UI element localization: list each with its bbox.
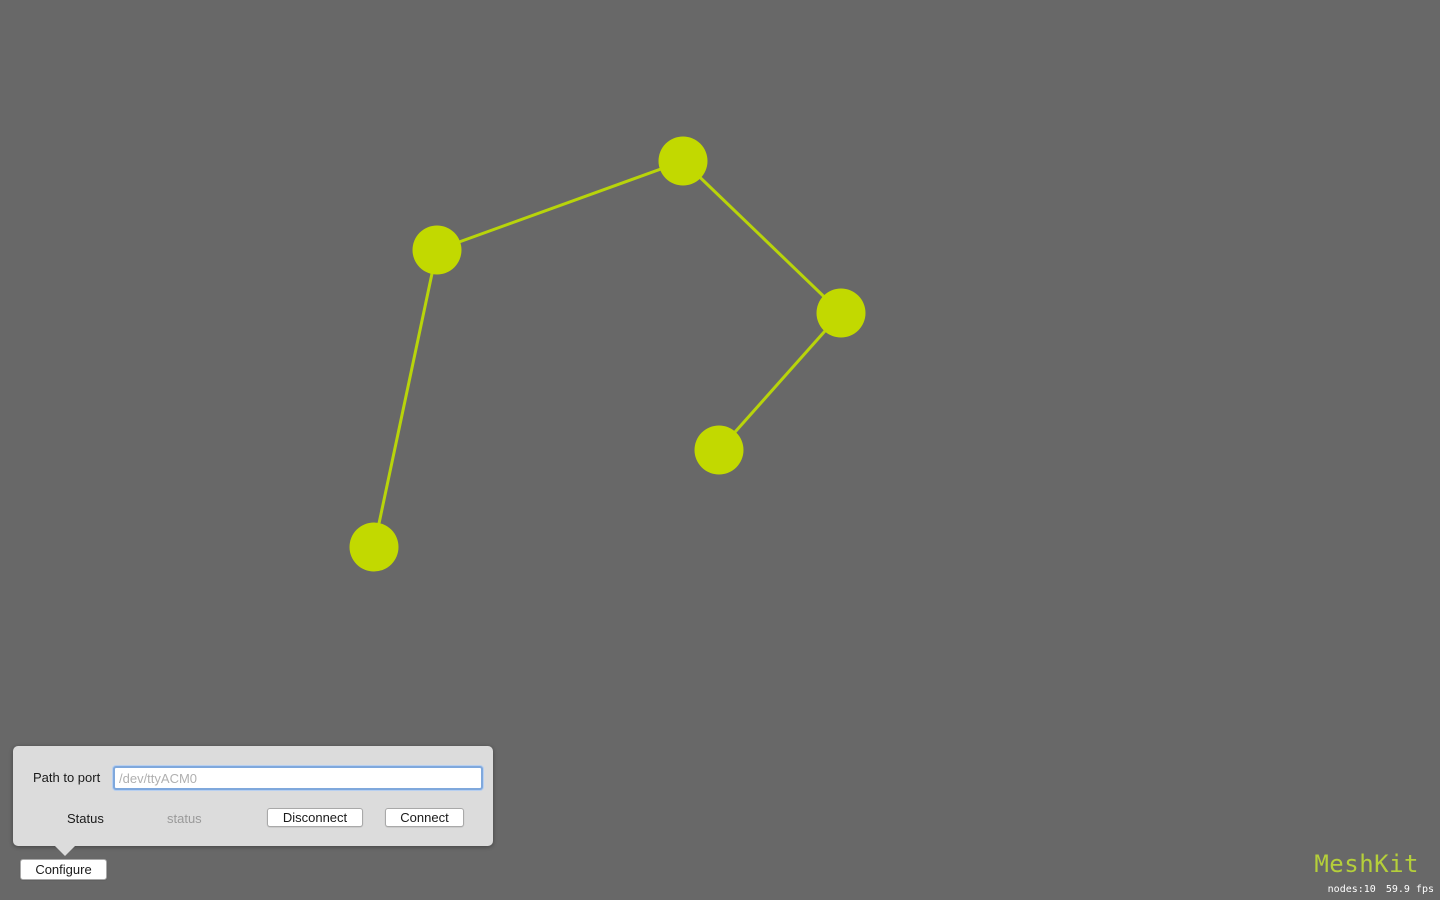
mesh-edge [681, 159, 843, 315]
mesh-edge [372, 249, 439, 548]
disconnect-button[interactable]: Disconnect [267, 808, 363, 827]
brand-logo: MeshKit [1314, 850, 1419, 878]
stats-readout: nodes:10 59.9 fps [1328, 884, 1434, 895]
node-count-stat: nodes:10 [1327, 884, 1376, 895]
configure-button[interactable]: Configure [20, 859, 107, 880]
port-path-input[interactable] [113, 766, 483, 790]
mesh-node[interactable] [694, 425, 744, 475]
mesh-edge [436, 159, 684, 252]
fps-stat: 59.9 fps [1385, 884, 1434, 895]
mesh-node[interactable] [658, 136, 708, 186]
port-path-label: Path to port [33, 770, 101, 785]
popover-arrow [55, 846, 75, 856]
mesh-edge [717, 312, 843, 451]
status-label: Status [67, 811, 104, 826]
mesh-node[interactable] [816, 288, 866, 338]
configure-popover: Path to port Status status Disconnect Co… [13, 746, 493, 856]
connect-button[interactable]: Connect [385, 808, 464, 827]
mesh-node[interactable] [349, 522, 399, 572]
status-value: status [167, 811, 202, 826]
mesh-node[interactable] [412, 225, 462, 275]
